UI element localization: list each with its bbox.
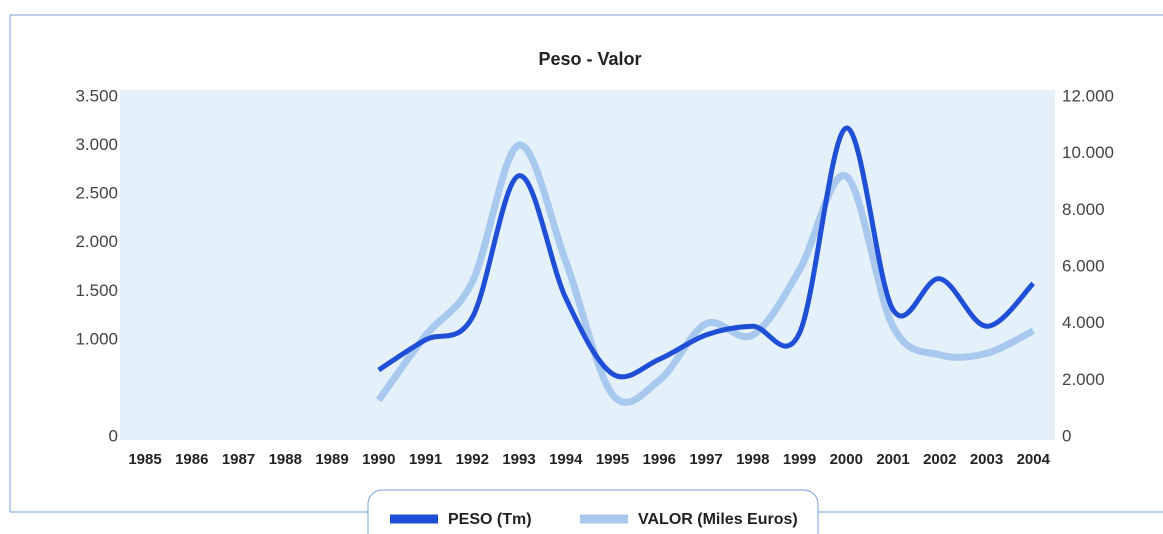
x-tick-label: 1990 — [362, 451, 395, 468]
y-tick-label: 2.500 — [75, 184, 118, 203]
x-tick-label: 2002 — [923, 451, 956, 468]
y2-tick-label: 6.000 — [1062, 256, 1105, 275]
x-tick-label: 2000 — [830, 451, 863, 468]
y-tick-label: 3.500 — [75, 86, 118, 105]
y2-tick-label: 4.000 — [1062, 313, 1105, 332]
y2-tick-label: 12.000 — [1062, 86, 1114, 105]
x-tick-label: 1994 — [549, 451, 583, 468]
x-tick-label: 1991 — [409, 451, 442, 468]
x-tick-label: 1997 — [689, 451, 722, 468]
x-tick-label: 1996 — [643, 451, 676, 468]
y2-tick-label: 8.000 — [1062, 200, 1105, 219]
y-tick-label: 0 — [109, 426, 118, 445]
x-tick-label: 1999 — [783, 451, 816, 468]
x-tick-label: 1989 — [315, 451, 348, 468]
x-tick-label: 1995 — [596, 451, 629, 468]
x-tick-label: 1985 — [128, 451, 161, 468]
x-tick-label: 1998 — [736, 451, 769, 468]
y2-tick-label: 2.000 — [1062, 370, 1105, 389]
line — [377, 125, 1036, 380]
x-tick-label: 1992 — [456, 451, 489, 468]
y-tick-label: 3.000 — [75, 135, 118, 154]
y-tick-label: 1.000 — [75, 329, 118, 348]
y2-tick-label: 0 — [1062, 426, 1071, 445]
plot-background — [120, 90, 1055, 440]
legend-label: PESO (Tm) — [448, 511, 532, 528]
x-tick-label: 1986 — [175, 451, 208, 468]
chart-title: Peso - Valor — [538, 49, 641, 69]
x-tick-label: 1987 — [222, 451, 255, 468]
y-tick-label: 2.000 — [75, 232, 118, 251]
y-tick-label: 1.500 — [75, 281, 118, 300]
x-tick-label: 1993 — [502, 451, 535, 468]
x-tick-label: 2004 — [1017, 451, 1051, 468]
legend-label: VALOR (Miles Euros) — [638, 511, 798, 528]
y2-tick-label: 10.000 — [1062, 143, 1114, 162]
x-tick-label: 2003 — [970, 451, 1003, 468]
x-tick-label: 1988 — [269, 451, 302, 468]
x-tick-label: 2001 — [876, 451, 909, 468]
line — [375, 141, 1035, 406]
legend-box — [367, 489, 819, 534]
